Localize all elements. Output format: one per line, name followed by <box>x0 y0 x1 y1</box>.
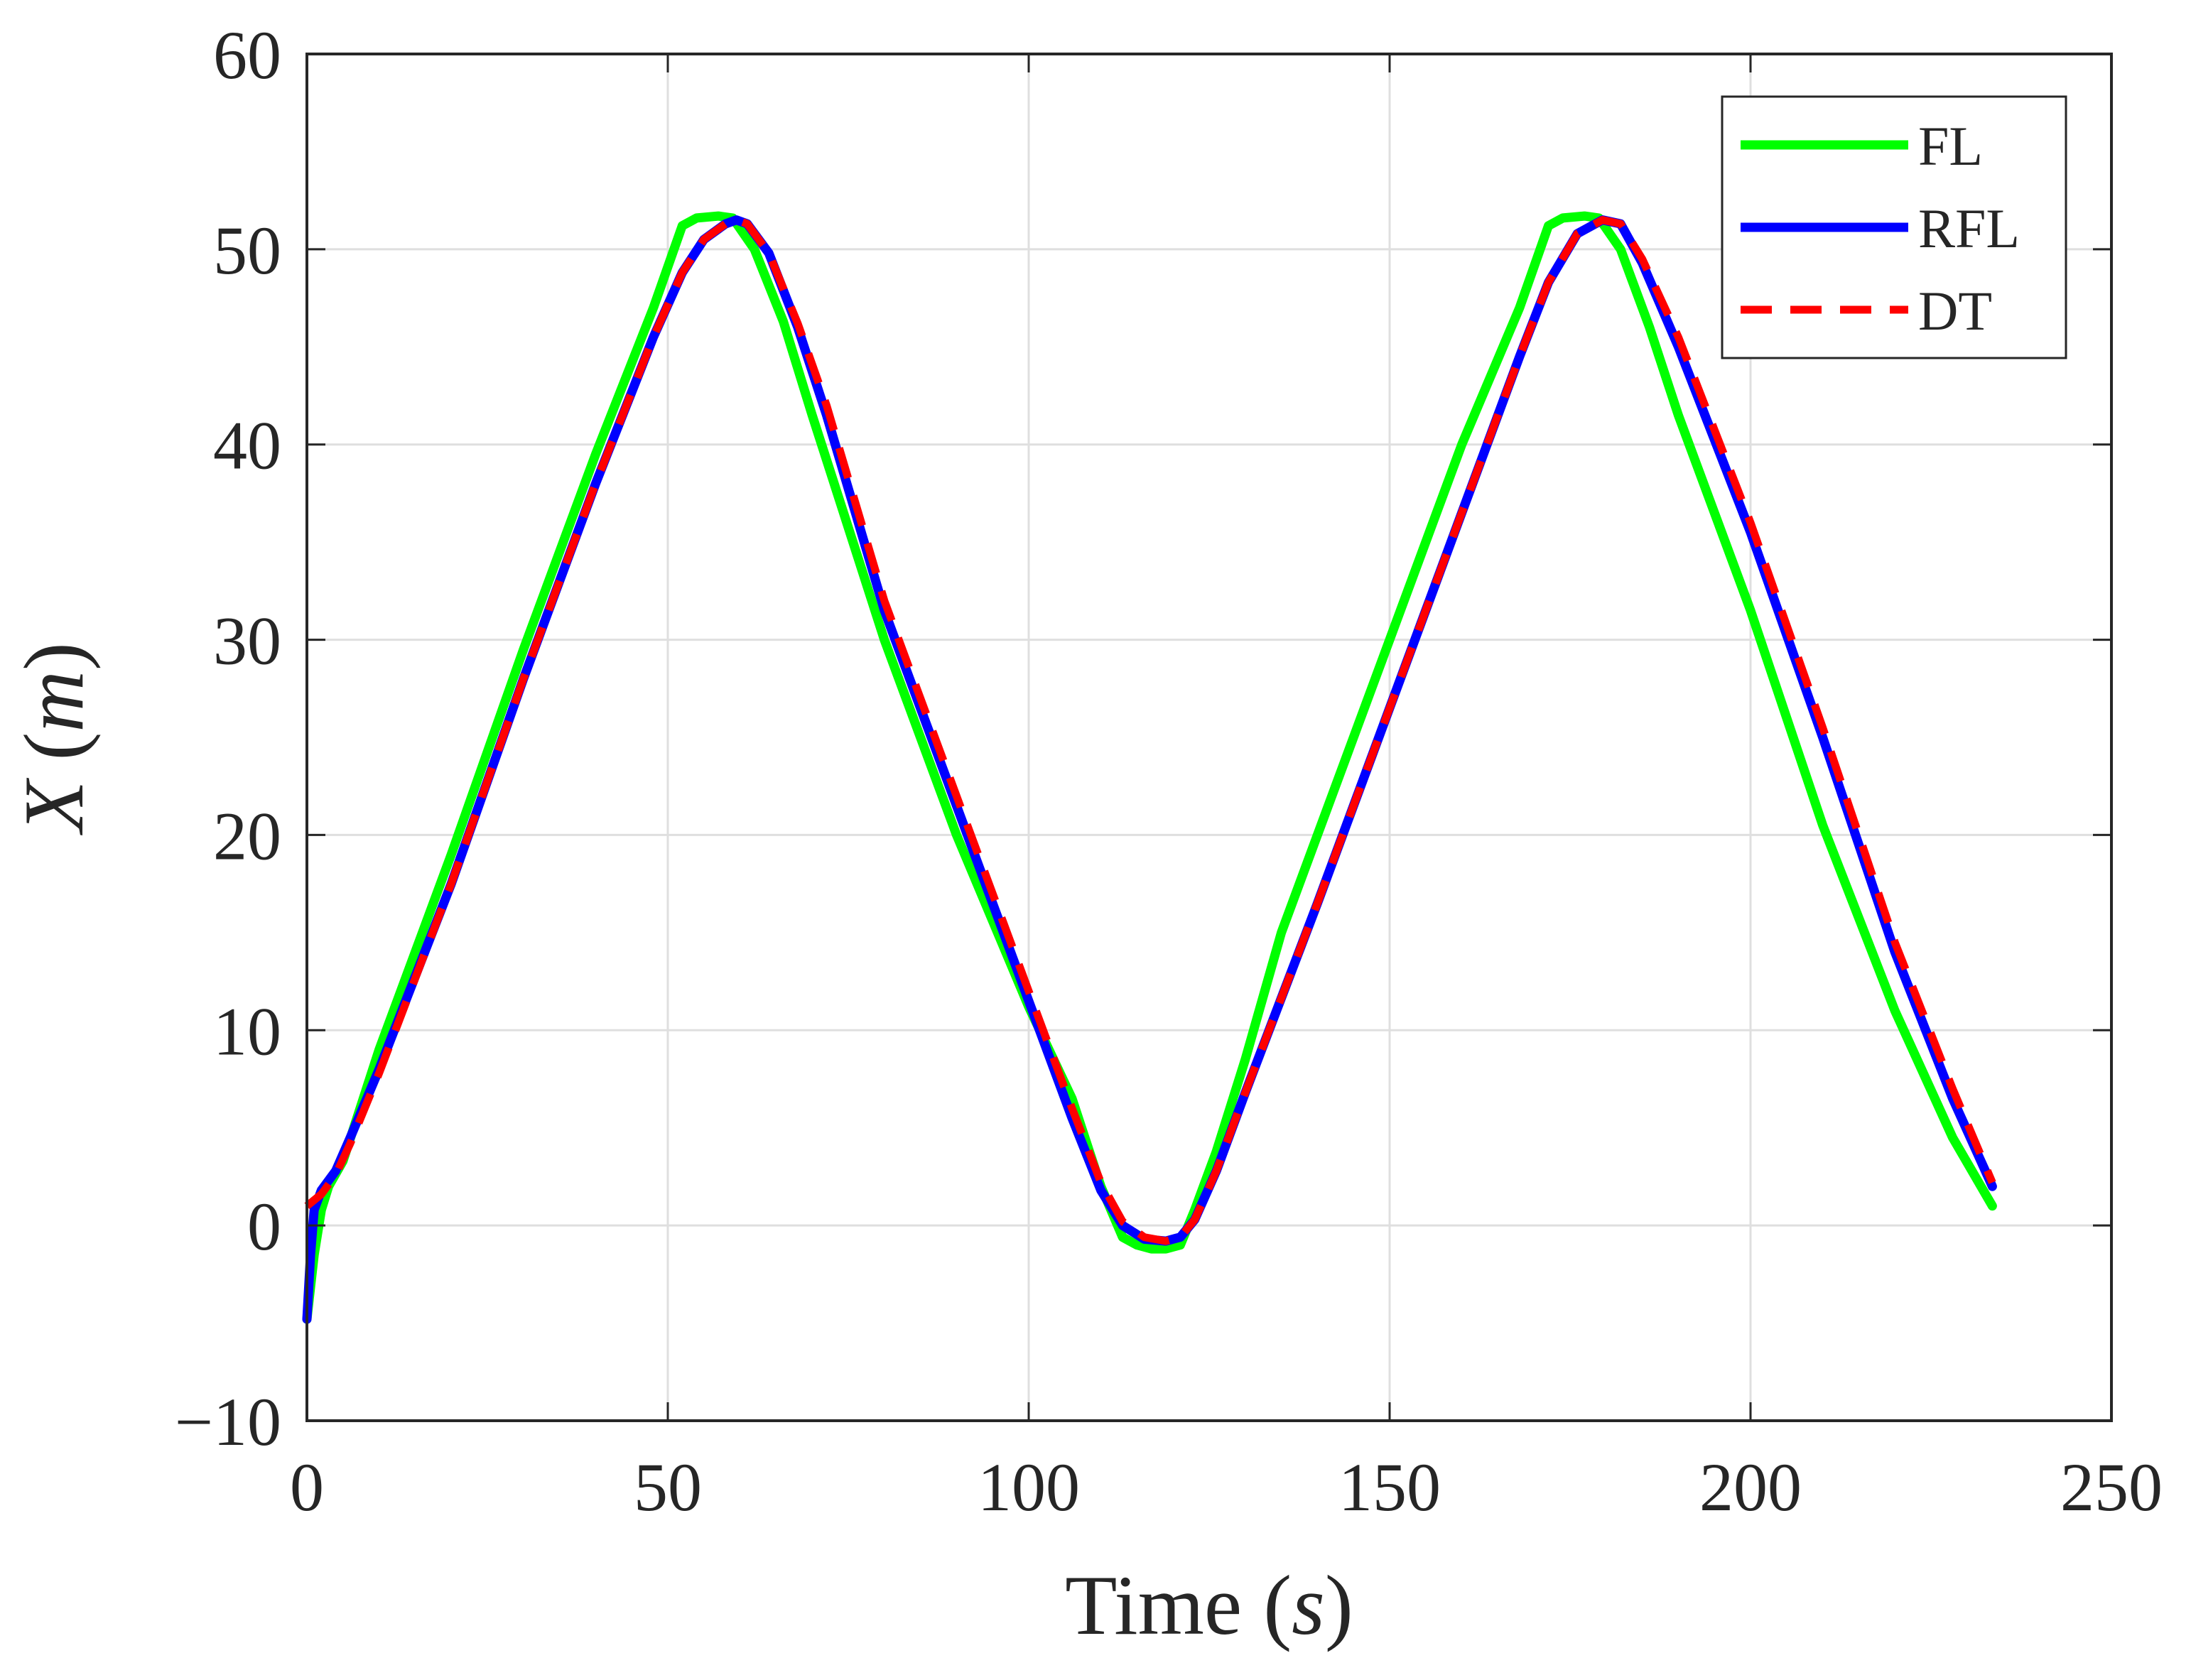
x-tick-label-0: 0 <box>290 1449 324 1525</box>
y-tick-label-6: 50 <box>213 212 281 288</box>
legend-label-rfl: RFL <box>1918 197 2020 259</box>
x-tick-label-4: 200 <box>1699 1449 1802 1525</box>
x-axis-title-var: s <box>1292 1558 1325 1652</box>
x-tick-label-3: 150 <box>1338 1449 1441 1525</box>
y-tick-label-0: −10 <box>175 1384 281 1460</box>
x-axis-title-close: ) <box>1325 1558 1353 1652</box>
y-axis-title-close: ) <box>6 642 101 671</box>
y-tick-label-5: 40 <box>213 408 281 484</box>
y-axis-title-unit: m <box>6 671 101 732</box>
plot-series <box>302 211 1997 1324</box>
y-tick-label-4: 30 <box>213 603 281 679</box>
legend-label-dt: DT <box>1918 280 1992 342</box>
y-tick-label-1: 0 <box>247 1188 281 1264</box>
x-tick-label-1: 50 <box>634 1449 702 1525</box>
series-line-dt <box>304 216 1996 1245</box>
y-axis-title-open: ( <box>6 732 101 761</box>
x-axis-title-text: Time ( <box>1065 1558 1292 1652</box>
y-tick-label-2: 10 <box>213 993 281 1069</box>
legend-label-fl: FL <box>1918 115 1983 177</box>
axes-box <box>305 53 2113 1422</box>
x-tick-label-5: 250 <box>2060 1449 2163 1525</box>
x-tick-label-2: 100 <box>978 1449 1080 1525</box>
y-tick-label-7: 60 <box>213 17 281 93</box>
axes <box>305 53 2113 1422</box>
legend: FL RFL DT <box>1721 95 2067 359</box>
y-axis-title: X (m) <box>6 642 101 835</box>
y-axis-title-var: X <box>6 777 101 835</box>
series-line-fl <box>302 211 1997 1324</box>
y-tick-label-3: 20 <box>213 798 281 874</box>
x-axis-title: Time (s) <box>1065 1558 1353 1652</box>
